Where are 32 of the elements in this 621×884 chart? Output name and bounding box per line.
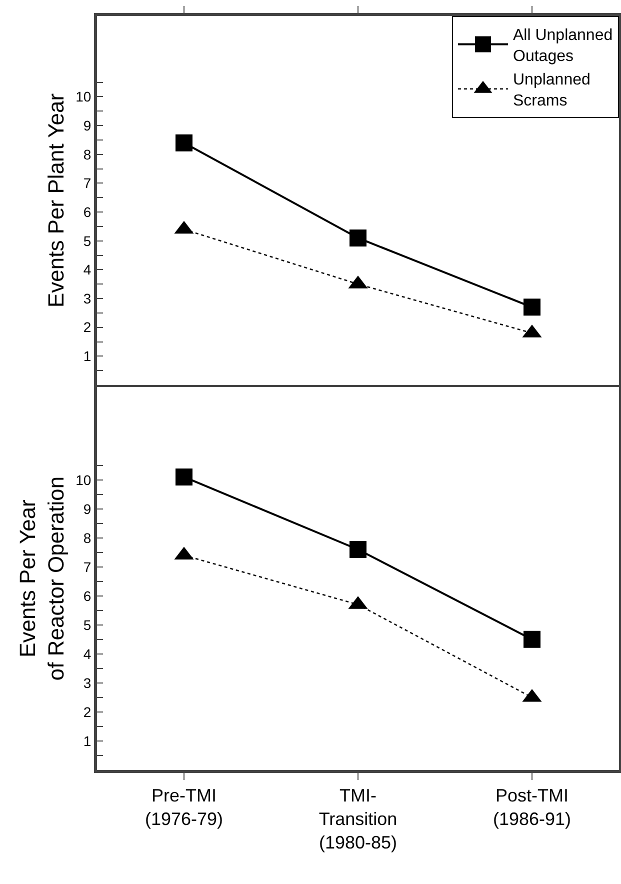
y-tick-label: 4 (83, 262, 92, 278)
y-tick-label: 9 (83, 500, 92, 517)
y-tick-label: 2 (83, 319, 92, 336)
y-axis-title: Events Per Year of Reactor Operation (14, 476, 68, 681)
point (176, 468, 192, 486)
y-tick-label: 4 (83, 646, 92, 662)
legend-label: All Unplanned Outages (513, 27, 613, 65)
y-tick-label: 10 (76, 88, 92, 105)
y-tick-label: 2 (83, 704, 92, 720)
y-tick-label: 9 (83, 117, 92, 134)
y-tick-label: 5 (83, 616, 92, 633)
y-axis-title: Events Per Plant Year (43, 93, 68, 308)
y-tick-label: 3 (83, 290, 92, 306)
y-tick-label: 1 (83, 732, 92, 749)
y-tick-label: 8 (83, 146, 92, 162)
point (350, 540, 366, 558)
x-tick-label: Post-TMI (1986-91) (492, 786, 572, 829)
y-tick-label: 7 (83, 558, 92, 575)
x-tick-label: TMI- Transition (1980-85) (318, 786, 398, 852)
y-tick-label: 7 (83, 175, 92, 192)
y-tick-label: 3 (83, 674, 92, 691)
y-tick-label: 5 (83, 232, 92, 249)
point (176, 134, 192, 152)
legend-label: Unplanned Scrams (513, 72, 590, 110)
y-tick-label: 6 (83, 588, 92, 604)
y-tick-label: 8 (83, 530, 92, 546)
y-tick-label: 10 (76, 472, 92, 488)
x-tick-label: Pre-TMI (1976-79) (144, 786, 224, 829)
point (350, 229, 366, 246)
point (524, 630, 540, 648)
y-tick-label: 6 (83, 204, 92, 220)
y-tick-label: 1 (83, 348, 92, 364)
